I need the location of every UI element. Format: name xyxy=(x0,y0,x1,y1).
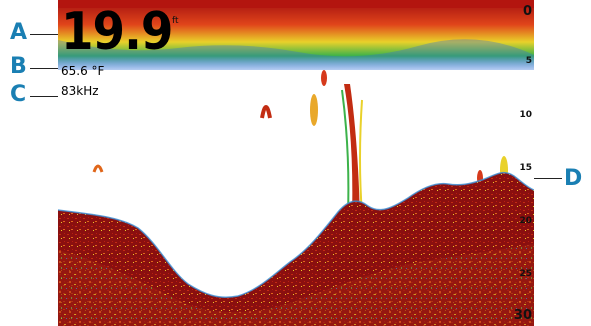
callout-d-line xyxy=(534,178,562,179)
callout-d: D xyxy=(564,166,583,191)
depth-scale-label: 25 xyxy=(519,269,532,279)
bottom-deep-return xyxy=(58,244,534,326)
callout-c: C xyxy=(10,82,27,107)
surface-speckle xyxy=(58,39,534,70)
fish-arch xyxy=(321,70,327,86)
bait-column-edge xyxy=(341,89,350,215)
fish-arch xyxy=(92,164,104,173)
frequency-readout: 83kHz xyxy=(61,84,99,98)
depth-scale-label: 10 xyxy=(519,110,532,120)
fish-arch xyxy=(260,105,272,119)
water-temperature-readout: 65.6 °F xyxy=(61,64,105,78)
callout-a-line xyxy=(30,34,64,35)
sonar-echogram xyxy=(58,0,534,326)
bait-column xyxy=(344,84,360,218)
depth-scale-label: 30 xyxy=(513,308,532,323)
depth-scale-label: 20 xyxy=(519,216,532,226)
callout-a: A xyxy=(10,20,28,45)
callout-c-line xyxy=(30,96,60,97)
bait-column-edge xyxy=(359,99,363,215)
callout-b: B xyxy=(10,54,27,79)
callout-b-line xyxy=(30,68,60,69)
depth-scale-label: 0 xyxy=(522,4,532,19)
surface-line xyxy=(58,0,534,8)
depth-readout: 19.9 xyxy=(61,2,173,62)
bottom-edge xyxy=(58,171,534,298)
depth-unit: ft xyxy=(172,16,179,26)
depth-scale-label: 5 xyxy=(525,56,532,66)
sonar-display[interactable]: 19.9 ft 65.6 °F 83kHz 0 5 10 15 20 25 30 xyxy=(58,0,534,326)
fish-arch xyxy=(310,94,318,126)
depth-scale-label: 15 xyxy=(519,163,532,173)
surface-clutter xyxy=(58,0,534,70)
